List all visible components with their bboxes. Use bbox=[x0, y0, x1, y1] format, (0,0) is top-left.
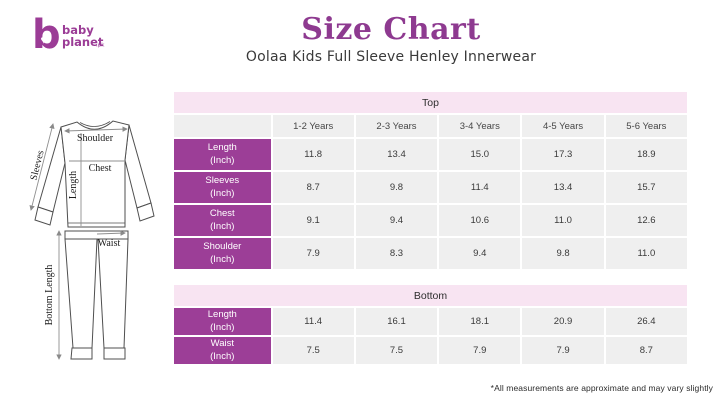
column-header-3-4-years: 3-4 Years bbox=[439, 115, 521, 137]
value-cell: 7.9 bbox=[272, 238, 354, 269]
baby-planet-logo-icon: b ♥ baby planet .pk bbox=[32, 12, 105, 58]
measure-unit: (Inch) bbox=[210, 253, 235, 265]
table-row: Length (Inch) 11.4 16.1 18.1 20.9 26.4 bbox=[174, 308, 687, 335]
bottom-section-header: Bottom bbox=[174, 285, 687, 306]
measure-unit: (Inch) bbox=[210, 321, 235, 333]
measure-name: Sleeves bbox=[205, 175, 240, 187]
value-cell: 9.4 bbox=[439, 238, 521, 269]
size-chart-tables: Top 1-2 Years 2-3 Years 3-4 Years 4-5 Ye… bbox=[172, 90, 689, 366]
logo-text-suffix: .pk bbox=[96, 43, 105, 49]
value-cell: 7.9 bbox=[439, 337, 521, 364]
value-cell: 9.4 bbox=[355, 205, 438, 236]
measurements-disclaimer: *All measurements are approximate and ma… bbox=[490, 383, 713, 393]
column-header-2-3-years: 2-3 Years bbox=[355, 115, 438, 137]
measurement-diagram: Shoulder Chest Length Sleeves Waist Bott… bbox=[18, 96, 170, 392]
row-header-shoulder: Shoulder (Inch) bbox=[174, 238, 271, 269]
diagram-label-sleeves: Sleeves bbox=[29, 149, 47, 181]
value-cell: 8.3 bbox=[355, 238, 438, 269]
value-cell: 9.8 bbox=[355, 172, 438, 203]
value-cell: 11.8 bbox=[272, 139, 354, 170]
value-cell: 16.1 bbox=[355, 308, 438, 335]
diagram-label-waist: Waist bbox=[98, 238, 121, 249]
column-header-1-2-years: 1-2 Years bbox=[272, 115, 354, 137]
value-cell: 15.0 bbox=[439, 139, 521, 170]
value-cell: 17.3 bbox=[522, 139, 604, 170]
corner-cell bbox=[174, 115, 271, 137]
pants-outline-icon bbox=[64, 230, 129, 360]
row-header-bottom-length: Length (Inch) bbox=[174, 308, 271, 335]
table-row: Waist (Inch) 7.5 7.5 7.9 7.9 8.7 bbox=[174, 337, 687, 364]
value-cell: 10.6 bbox=[439, 205, 521, 236]
table-row: Bottom bbox=[174, 285, 687, 306]
top-size-table: Top 1-2 Years 2-3 Years 3-4 Years 4-5 Ye… bbox=[172, 90, 689, 271]
value-cell: 20.9 bbox=[522, 308, 604, 335]
diagram-label-shoulder: Shoulder bbox=[77, 133, 114, 144]
diagram-label-bottom-length: Bottom Length bbox=[44, 265, 55, 326]
brand-logo: b ♥ baby planet .pk bbox=[32, 12, 124, 58]
measure-name: Length bbox=[207, 142, 237, 154]
shirt-outline-icon bbox=[34, 120, 155, 228]
value-cell: 15.7 bbox=[605, 172, 687, 203]
value-cell: 26.4 bbox=[605, 308, 687, 335]
measure-unit: (Inch) bbox=[210, 187, 235, 199]
product-subtitle: Oolaa Kids Full Sleeve Henley Innerwear bbox=[245, 49, 537, 65]
value-cell: 13.4 bbox=[355, 139, 438, 170]
value-cell: 18.1 bbox=[439, 308, 521, 335]
table-row: Top bbox=[174, 92, 687, 113]
measure-name: Shoulder bbox=[203, 241, 242, 253]
logo-b-mark: b bbox=[32, 12, 61, 58]
row-header-sleeves: Sleeves (Inch) bbox=[174, 172, 271, 203]
row-header-chest: Chest (Inch) bbox=[174, 205, 271, 236]
logo-text-baby: baby bbox=[62, 23, 94, 37]
value-cell: 9.8 bbox=[522, 238, 604, 269]
diagram-label-chest: Chest bbox=[89, 163, 112, 174]
top-section-header: Top bbox=[174, 92, 687, 113]
bottom-size-table: Bottom Length (Inch) 11.4 16.1 18.1 20.9… bbox=[172, 283, 689, 366]
value-cell: 7.5 bbox=[272, 337, 354, 364]
value-cell: 8.7 bbox=[272, 172, 354, 203]
row-header-waist: Waist (Inch) bbox=[174, 337, 271, 364]
measure-unit: (Inch) bbox=[210, 350, 235, 362]
column-header-4-5-years: 4-5 Years bbox=[522, 115, 604, 137]
value-cell: 7.5 bbox=[355, 337, 438, 364]
heart-icon: ♥ bbox=[41, 35, 48, 47]
measure-unit: (Inch) bbox=[210, 220, 235, 232]
table-row: Shoulder (Inch) 7.9 8.3 9.4 9.8 11.0 bbox=[174, 238, 687, 269]
garment-diagram-icon: Shoulder Chest Length Sleeves Waist Bott… bbox=[29, 120, 155, 360]
table-row: Chest (Inch) 9.1 9.4 10.6 11.0 12.6 bbox=[174, 205, 687, 236]
value-cell: 12.6 bbox=[605, 205, 687, 236]
table-row: Length (Inch) 11.8 13.4 15.0 17.3 18.9 bbox=[174, 139, 687, 170]
value-cell: 9.1 bbox=[272, 205, 354, 236]
value-cell: 11.4 bbox=[272, 308, 354, 335]
value-cell: 11.0 bbox=[605, 238, 687, 269]
table-row: 1-2 Years 2-3 Years 3-4 Years 4-5 Years … bbox=[174, 115, 687, 137]
row-header-length: Length (Inch) bbox=[174, 139, 271, 170]
measure-name: Length bbox=[207, 309, 237, 321]
diagram-label-length: Length bbox=[68, 171, 79, 199]
column-header-5-6-years: 5-6 Years bbox=[605, 115, 687, 137]
value-cell: 11.4 bbox=[439, 172, 521, 203]
value-cell: 18.9 bbox=[605, 139, 687, 170]
measure-unit: (Inch) bbox=[210, 154, 235, 166]
shirt-measure-lines bbox=[29, 123, 128, 226]
logo-text-planet: planet bbox=[62, 35, 104, 49]
value-cell: 11.0 bbox=[522, 205, 604, 236]
pants-measure-lines bbox=[56, 230, 126, 360]
value-cell: 13.4 bbox=[522, 172, 604, 203]
measure-name: Chest bbox=[209, 208, 235, 220]
header: Size Chart Oolaa Kids Full Sleeve Henley… bbox=[62, 13, 720, 65]
value-cell: 7.9 bbox=[522, 337, 604, 364]
page-title: Size Chart bbox=[301, 12, 481, 47]
measure-name: Waist bbox=[210, 338, 234, 350]
value-cell: 8.7 bbox=[605, 337, 687, 364]
table-row: Sleeves (Inch) 8.7 9.8 11.4 13.4 15.7 bbox=[174, 172, 687, 203]
